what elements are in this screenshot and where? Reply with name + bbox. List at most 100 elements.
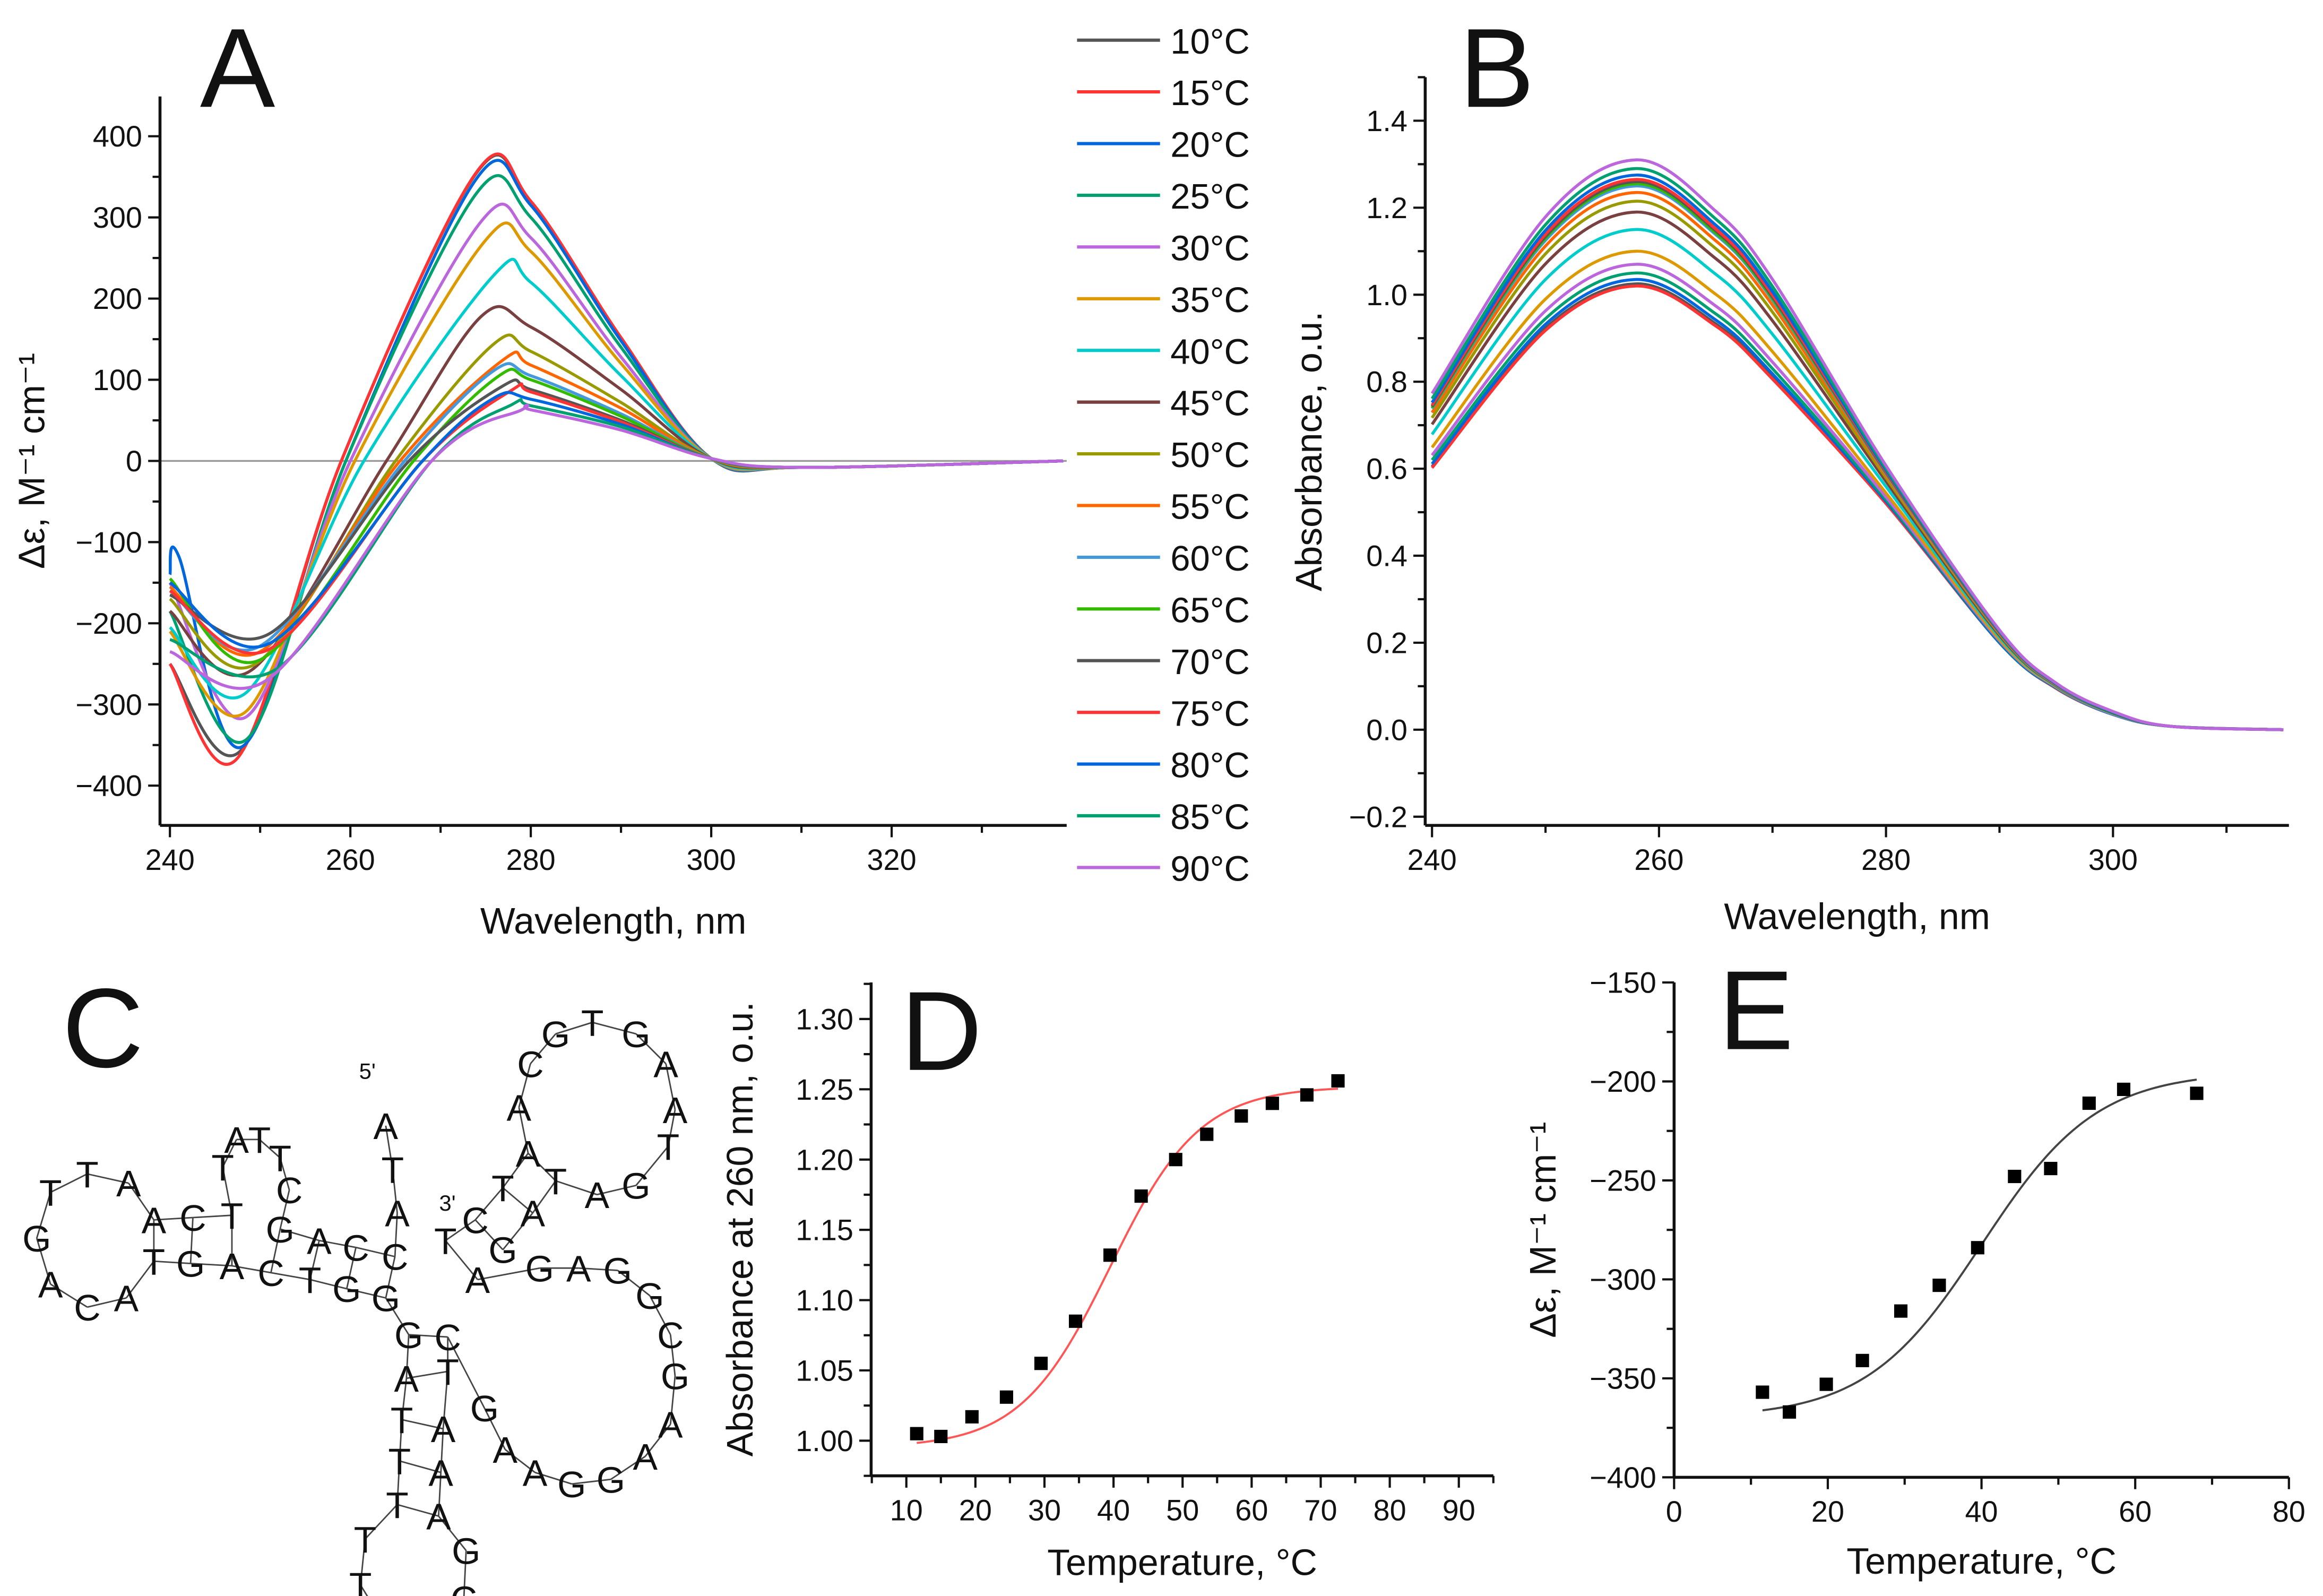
x-tick-label: 280 (1861, 843, 1911, 876)
data-point (2008, 1169, 2022, 1184)
x-tick-label: 80 (2273, 1495, 2305, 1528)
nucleotide: A (493, 1429, 518, 1471)
nucleotide: A (585, 1175, 610, 1216)
legend-item: 45°C (1077, 384, 1250, 424)
legend-item: 90°C (1077, 849, 1250, 889)
y-tick-label: 100 (93, 363, 142, 396)
backbone-link (555, 1180, 598, 1196)
backbone-link (649, 1295, 671, 1335)
series-line-80c (1430, 174, 2284, 731)
data-point (1103, 1248, 1117, 1262)
series-line-25c (1431, 271, 2284, 731)
legend-label: 50°C (1170, 435, 1250, 475)
x-axis-label: Temperature, °C (1846, 1540, 2117, 1582)
legend-item: 70°C (1077, 642, 1250, 682)
base-pair-link (528, 1152, 556, 1181)
legend-label: 20°C (1170, 125, 1250, 165)
nucleotide: A (507, 1087, 532, 1128)
legend-item: 35°C (1077, 280, 1250, 320)
data-point (1819, 1377, 1833, 1391)
base-pair-link (189, 1217, 194, 1264)
backbone-link (87, 1173, 129, 1184)
base-pair-link (346, 1247, 357, 1289)
nucleotide: T (386, 1485, 409, 1526)
backbone-link (555, 1021, 593, 1035)
backbone-link (635, 1146, 669, 1186)
panel-c-secondary-structure: ATACCAGCTTATTCAATTGACATGACTGGGATTTTTGGCG… (22, 965, 689, 1596)
x-tick-label: 300 (687, 843, 736, 876)
y-tick-label: 0.0 (1366, 713, 1407, 746)
y-tick-label: −400 (1590, 1461, 1656, 1494)
backbone-link (610, 1455, 646, 1480)
nucleotide: A (220, 1246, 245, 1287)
nucleotide: A (658, 1404, 683, 1446)
backbone-link (399, 1419, 403, 1461)
backbone-link (396, 1461, 401, 1505)
nucleotide: T (388, 1441, 411, 1482)
x-axis-label: Wavelength, nm (480, 900, 747, 942)
legend-label: 65°C (1170, 590, 1250, 630)
x-tick-label: 0 (1666, 1495, 1682, 1528)
series-line-35c (1431, 249, 2284, 731)
backbone-link (447, 1336, 486, 1409)
legend-label: 55°C (1170, 487, 1250, 527)
backbone-link (437, 1472, 442, 1516)
legend-item: 60°C (1077, 539, 1250, 579)
nucleotide: C (342, 1227, 369, 1269)
backbone-link (644, 1424, 671, 1457)
base-pair-link (401, 1419, 444, 1430)
backbone-link (191, 1263, 232, 1267)
y-tick-label: −150 (1590, 966, 1656, 999)
nucleotide: T (221, 1195, 244, 1237)
data-point (1894, 1304, 1908, 1318)
y-tick-label: −100 (75, 525, 142, 559)
backbone-link (483, 1408, 506, 1450)
panel-e-cd-melting: E 0 20 40 60 80 −400 −350 −300 −250 −200 −150 Temper… (1522, 947, 2305, 1582)
legend-item: 15°C (1077, 73, 1250, 113)
x-tick-label: 90 (1443, 1493, 1475, 1526)
series-line-75c (1430, 178, 2284, 731)
nucleotide: G (470, 1388, 499, 1429)
backbone-link (153, 1217, 193, 1221)
nucleotide: A (428, 1452, 453, 1494)
base-pair-link (409, 1334, 448, 1338)
series-line-30c (1431, 263, 2284, 731)
nucleotide: C (434, 1317, 461, 1358)
series-line-20c (168, 159, 1064, 749)
backbone-link (36, 1238, 51, 1284)
backbone-link (405, 1334, 410, 1378)
backbone-link (474, 1187, 504, 1221)
backbone-link (440, 1428, 444, 1473)
base-pair-link (502, 1187, 533, 1214)
nucleotide: C (382, 1237, 408, 1278)
legend-label: 30°C (1170, 228, 1250, 268)
backbone-link (87, 1297, 127, 1308)
nucleotide: T (143, 1241, 166, 1282)
backbone-link (635, 1033, 667, 1065)
x-tick-label: 260 (326, 843, 375, 876)
panel-label: B (1460, 5, 1535, 131)
nucleotide: A (520, 1193, 545, 1234)
backbone-link (319, 1239, 356, 1248)
nucleotide: C (179, 1197, 206, 1239)
data-point (1756, 1385, 1769, 1399)
legend-item: 75°C (1077, 694, 1250, 734)
y-tick-label: −0.2 (1349, 800, 1407, 833)
data-point (2190, 1086, 2204, 1100)
data-point (2117, 1082, 2131, 1096)
data-point (1034, 1357, 1048, 1370)
y-tick-label: −200 (75, 607, 142, 640)
legend-item: 65°C (1077, 590, 1250, 630)
data-point (2044, 1162, 2058, 1176)
nucleotide: T (39, 1172, 62, 1214)
nucleotide: A (38, 1264, 63, 1306)
panel-label: C (62, 965, 143, 1091)
backbone-link (534, 1471, 572, 1485)
nucleotide: G (266, 1209, 295, 1250)
legend-label: 90°C (1170, 849, 1250, 889)
legend-item: 10°C (1077, 22, 1250, 62)
backbone-link (592, 1021, 636, 1035)
three-prime-label: 3' (439, 1190, 455, 1215)
nucleotide: A (307, 1220, 332, 1262)
legend-label: 10°C (1170, 22, 1250, 62)
